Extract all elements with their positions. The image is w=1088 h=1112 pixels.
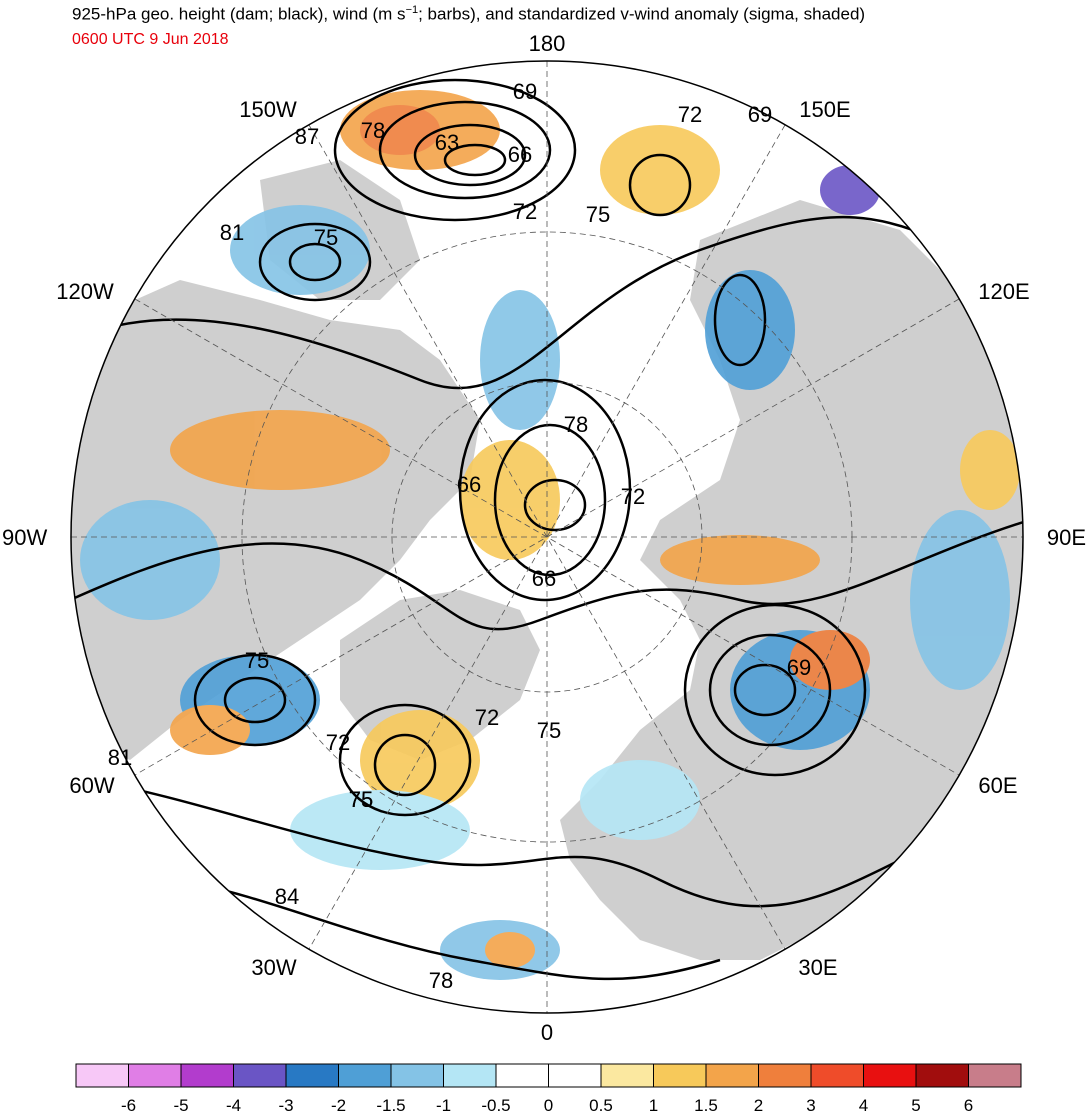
contour-label: 66 <box>457 472 481 497</box>
colorbar-tick-label: 2 <box>754 1096 763 1112</box>
colorbar-swatch <box>600 1063 654 1088</box>
contour-label: 75 <box>245 648 269 673</box>
contour-label: 78 <box>564 412 588 437</box>
colorbar: -6 -5 -4 -3 -2 -1.5 -1 -0.5 0 0.5 1 1.5 2 3 4 5 6 <box>75 1063 1022 1112</box>
contour-label: 75 <box>586 202 610 227</box>
figure-title: 925-hPa geo. height (dam; black), wind (… <box>72 4 866 24</box>
lon-label-60w: 60W <box>69 773 114 798</box>
map-border <box>70 60 1024 1014</box>
contour-label: 66 <box>508 142 532 167</box>
contour-label: 75 <box>349 787 373 812</box>
contour-label: 69 <box>513 79 537 104</box>
contour-label: 75 <box>349 787 373 812</box>
colorbar-swatch <box>548 1063 602 1088</box>
lon-label-60e: 60E <box>978 773 1017 798</box>
colorbar-swatch <box>810 1063 864 1088</box>
colorbar-tick-label: 0 <box>544 1096 553 1112</box>
colorbar-tick-label: -1.5 <box>376 1096 405 1112</box>
colorbar-tick-label: -2 <box>331 1096 346 1112</box>
lon-label-150e: 150E <box>799 97 850 122</box>
colorbar-tick-label: -1 <box>436 1096 451 1112</box>
colorbar-swatch <box>758 1063 812 1088</box>
lon-label-0: 0 <box>541 1020 553 1045</box>
colorbar-tick-label: 3 <box>806 1096 815 1112</box>
graticule <box>71 61 1023 1013</box>
contour-label: 69 <box>748 102 772 127</box>
contour-label: 87 <box>295 124 319 149</box>
colorbar-tick-label: 0.5 <box>589 1096 613 1112</box>
map-disk <box>71 61 1023 1013</box>
lon-label-180: 180 <box>529 31 566 56</box>
colorbar-tick-label: -6 <box>121 1096 136 1112</box>
contour-label: 84 <box>275 884 299 909</box>
colorbar-tick-label: 6 <box>964 1096 973 1112</box>
colorbar-swatch <box>338 1063 392 1088</box>
colorbar-swatch <box>390 1063 444 1088</box>
lon-label-30w: 30W <box>251 955 296 980</box>
height-contours <box>71 78 1023 981</box>
contour-labels: 69 63 66 72 75 78 87 81 75 72 69 78 66 7… <box>108 79 811 993</box>
colorbar-tick-label: -3 <box>278 1096 293 1112</box>
colorbar-swatch <box>233 1063 287 1088</box>
colorbar-swatch <box>443 1063 497 1088</box>
valid-time: 0600 UTC 9 Jun 2018 <box>72 31 229 48</box>
contour-label: 72 <box>475 705 499 730</box>
colorbar-tick-label: 1 <box>649 1096 658 1112</box>
colorbar-swatch <box>915 1063 969 1088</box>
contour-label: 72 <box>326 730 350 755</box>
lon-label-90e: 90E <box>1047 525 1086 550</box>
contour-label: 81 <box>220 220 244 245</box>
lon-label-90w: 90W <box>2 525 47 550</box>
colorbar-swatch <box>128 1063 182 1088</box>
colorbar-tick-label: -4 <box>226 1096 241 1112</box>
contour-label: 78 <box>361 118 385 143</box>
land-eurasia <box>560 200 1023 960</box>
colorbar-tick-label: -0.5 <box>481 1096 510 1112</box>
contour-label: 66 <box>532 566 556 591</box>
contour-label: 75 <box>537 718 561 743</box>
colorbar-swatch <box>653 1063 707 1088</box>
land-north-america <box>71 280 480 760</box>
colorbar-swatch <box>705 1063 759 1088</box>
colorbar-swatch <box>75 1063 129 1088</box>
contour-label: 72 <box>678 102 702 127</box>
contour-label: 75 <box>314 225 338 250</box>
contour-label: 72 <box>513 199 537 224</box>
colorbar-tick-label: 5 <box>911 1096 920 1112</box>
lon-label-120w: 120W <box>56 279 114 304</box>
contour-label: 81 <box>108 745 132 770</box>
colorbar-swatch <box>285 1063 339 1088</box>
lon-label-30e: 30E <box>798 955 837 980</box>
colorbar-tick-label: -5 <box>173 1096 188 1112</box>
colorbar-swatch <box>968 1063 1022 1088</box>
colorbar-swatch <box>180 1063 234 1088</box>
colorbar-tick-label: 1.5 <box>694 1096 718 1112</box>
colorbar-swatch <box>863 1063 917 1088</box>
colorbar-tick-label: 4 <box>859 1096 868 1112</box>
colorbar-swatch <box>495 1063 549 1088</box>
contour-label: 72 <box>621 484 645 509</box>
contour-label: 63 <box>435 130 459 155</box>
contour-label: 69 <box>787 655 811 680</box>
contour-label: 78 <box>429 968 453 993</box>
lon-label-120e: 120E <box>978 279 1029 304</box>
lon-label-150w: 150W <box>239 97 297 122</box>
